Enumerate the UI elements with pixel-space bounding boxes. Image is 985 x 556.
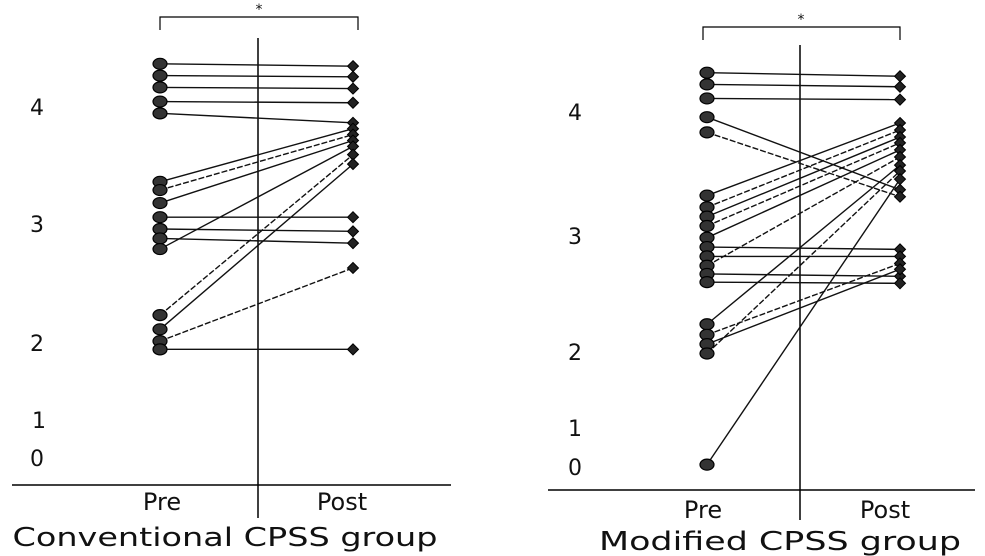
- series-line: [159, 74, 354, 78]
- series-line: [706, 178, 901, 466]
- pre-point: [699, 458, 715, 471]
- pre-point: [152, 211, 168, 224]
- post-point: [893, 93, 907, 106]
- post-point: [346, 236, 360, 250]
- chart-title: Modified CPSS group: [599, 527, 961, 556]
- post-point: [346, 59, 360, 73]
- y-tick-label: 1: [568, 417, 582, 442]
- series-line: [706, 273, 901, 277]
- x-category-label-post: Post: [317, 488, 367, 516]
- y-tick-label: 4: [30, 96, 44, 121]
- series-line: [706, 83, 901, 88]
- y-tick-label: 3: [30, 213, 44, 238]
- y-tick-label: 2: [30, 332, 44, 357]
- pre-point: [152, 323, 168, 336]
- series-line: [159, 267, 354, 342]
- pre-point: [699, 78, 715, 91]
- series-line: [706, 122, 901, 197]
- pre-point: [152, 242, 168, 256]
- x-category-label-pre: Pre: [143, 488, 181, 516]
- post-point: [893, 277, 907, 290]
- post-point: [893, 263, 907, 276]
- y-tick-label: 2: [568, 341, 582, 366]
- conventional-panel: * 4 3 2 1 0 Pre Post Conventional CPSS g…: [12, 2, 451, 553]
- modified-panel: * 4 3 2 1 0 Pre Post Modified CPSS group: [548, 12, 975, 556]
- y-tick-label: 1: [32, 409, 46, 434]
- series-line: [706, 170, 901, 355]
- series-line: [159, 228, 354, 233]
- post-point: [346, 210, 360, 224]
- post-point: [346, 82, 360, 95]
- significance-marker: *: [798, 12, 805, 28]
- y-tick-label: 0: [568, 456, 582, 481]
- pre-point: [699, 276, 715, 289]
- pre-point: [699, 92, 715, 105]
- series-line: [706, 116, 901, 191]
- significance-bracket: [159, 16, 359, 30]
- pre-point: [152, 343, 168, 356]
- post-point: [346, 96, 360, 109]
- pre-point: [152, 196, 168, 210]
- series-line: [159, 100, 354, 104]
- chart-title: Conventional CPSS group: [13, 523, 438, 553]
- series-line: [706, 97, 901, 101]
- post-point: [346, 261, 360, 275]
- series-line: [159, 154, 354, 316]
- pre-point: [699, 111, 715, 124]
- post-point: [893, 70, 907, 83]
- series-line: [159, 86, 354, 90]
- pre-point: [152, 69, 168, 82]
- pre-point: [699, 318, 715, 331]
- series-line: [159, 63, 354, 67]
- pre-point: [699, 66, 715, 79]
- y-tick-label: 0: [30, 447, 44, 472]
- pre-point: [152, 81, 168, 94]
- post-point: [893, 190, 907, 203]
- post-point: [346, 343, 360, 356]
- pre-point: [699, 189, 715, 202]
- y-tick-label: 4: [568, 101, 582, 126]
- series-line: [706, 164, 901, 325]
- series-layer: [152, 57, 360, 356]
- series-line: [159, 133, 354, 191]
- pre-point: [152, 57, 168, 70]
- series-line: [706, 131, 901, 198]
- x-category-label-pre: Pre: [684, 496, 722, 524]
- series-line: [706, 72, 901, 77]
- series-line: [706, 149, 901, 239]
- pre-point: [152, 183, 168, 197]
- pre-point: [152, 232, 168, 245]
- series-line: [706, 156, 901, 267]
- x-category-label-post: Post: [860, 496, 910, 524]
- series-layer: [699, 66, 907, 471]
- series-line: [159, 145, 354, 250]
- series-line: [159, 128, 354, 183]
- pre-point: [699, 219, 715, 233]
- significance-marker: *: [256, 2, 263, 18]
- post-point: [346, 70, 360, 83]
- series-line: [706, 136, 901, 218]
- series-line: [159, 139, 354, 204]
- pre-point: [699, 347, 715, 360]
- y-tick-labels: 4 3 2 1 0: [30, 96, 46, 472]
- series-line: [706, 268, 901, 345]
- series-line: [159, 112, 354, 124]
- post-point: [346, 225, 360, 238]
- significance-bracket: [702, 26, 901, 40]
- y-tick-labels: 4 3 2 1 0: [568, 101, 582, 481]
- y-tick-label: 3: [568, 225, 582, 250]
- series-line: [159, 237, 354, 244]
- post-point: [893, 172, 907, 186]
- series-line: [706, 142, 901, 227]
- pre-point: [152, 107, 168, 120]
- pre-point: [152, 309, 168, 322]
- post-point: [346, 157, 360, 171]
- pre-point: [699, 126, 715, 139]
- series-line: [706, 129, 901, 208]
- post-point: [893, 80, 907, 93]
- series-line: [706, 281, 901, 285]
- series-line: [159, 163, 354, 330]
- pre-point: [152, 95, 168, 108]
